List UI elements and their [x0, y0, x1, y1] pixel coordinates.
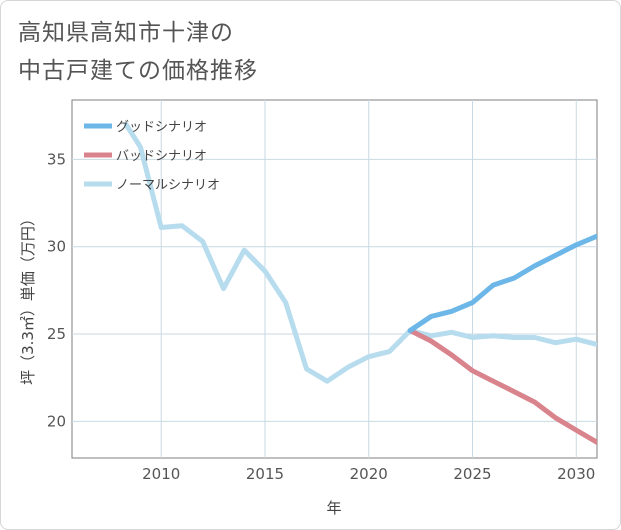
y-axis-label: 坪（3.3㎡）単価（万円）	[19, 211, 37, 385]
series-line-normal	[123, 121, 597, 384]
series-lines	[123, 121, 597, 445]
y-tick-label: 35	[47, 150, 66, 168]
legend-label: バッドシナリオ	[116, 149, 207, 164]
x-tick-label: 2030	[557, 465, 595, 483]
x-tick-label: 2020	[350, 465, 388, 483]
grid-lines	[72, 100, 597, 458]
x-tick-label: 2025	[453, 465, 491, 483]
chart-title-line-2: 中古戸建ての価格推移	[18, 58, 258, 84]
y-tick-label: 30	[47, 238, 66, 256]
legend-label: グッドシナリオ	[116, 120, 207, 135]
series-line-good	[407, 233, 597, 333]
chart-title-line-1: 高知県高知市十津の	[18, 20, 234, 46]
chart-title: 高知県高知市十津の 中古戸建ての価格推移	[18, 14, 438, 90]
legend-label: ノーマルシナリオ	[116, 178, 220, 193]
x-tick-label: 2015	[246, 465, 284, 483]
y-tick-label: 25	[47, 325, 66, 343]
x-tick-label: 2010	[142, 465, 180, 483]
x-axis-label: 年	[326, 499, 341, 517]
y-tick-label: 20	[47, 412, 66, 430]
series-line-bad	[407, 328, 597, 445]
